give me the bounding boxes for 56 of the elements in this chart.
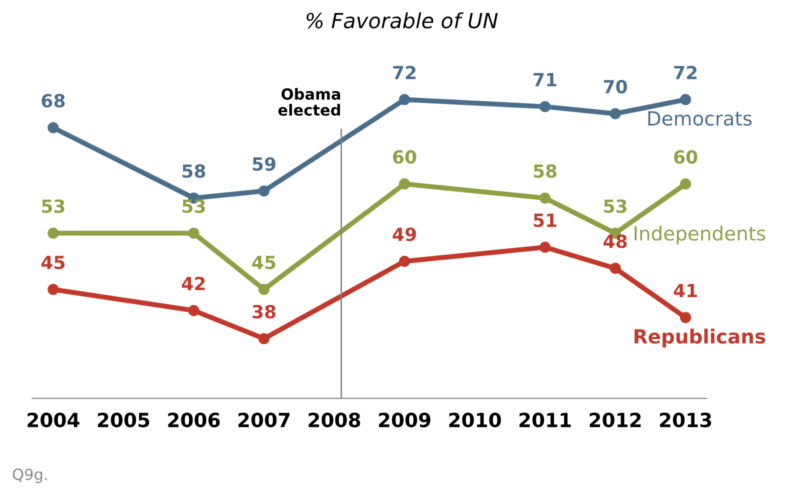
data-label: 60 [393, 150, 416, 164]
ref-line-label: Obama elected [278, 88, 340, 116]
data-label: 53 [182, 199, 205, 214]
data-label: 68 [42, 94, 65, 108]
x-tick-label: 2012 [590, 412, 641, 428]
data-label: 53 [42, 199, 64, 214]
point [398, 94, 410, 106]
point [48, 228, 59, 239]
point [258, 284, 270, 295]
point [680, 94, 692, 106]
series-label: Democrats [648, 111, 752, 126]
x-tick-label: 2008 [308, 412, 360, 428]
x-tick-label: 2006 [168, 412, 220, 428]
point [539, 242, 551, 253]
point [680, 178, 692, 190]
point [680, 312, 692, 324]
data-label: 72 [393, 66, 416, 80]
data-label: 58 [534, 164, 556, 178]
x-tick-label: 2007 [238, 412, 290, 428]
data-label: 70 [604, 80, 627, 94]
point [258, 185, 270, 197]
data-label: 41 [674, 284, 697, 298]
series-label: Republicans [634, 328, 766, 348]
data-label: 72 [674, 66, 697, 80]
data-label: 53 [604, 199, 626, 214]
point [539, 192, 551, 204]
x-tick-label: 2010 [449, 412, 501, 428]
point [539, 101, 551, 112]
point [188, 228, 200, 239]
data-label: 49 [392, 228, 416, 242]
data-label: 71 [534, 73, 556, 86]
data-label: 59 [252, 157, 276, 171]
point [188, 304, 200, 316]
x-tick-label: 2011 [520, 412, 571, 428]
data-label: 45 [41, 256, 64, 270]
data-label: 42 [182, 276, 205, 290]
point [610, 108, 621, 120]
data-label: 58 [182, 164, 206, 178]
x-tick-label: 2009 [378, 412, 430, 428]
series-label: Independents [634, 226, 766, 244]
data-label: 60 [674, 150, 698, 164]
data-label: 48 [604, 234, 627, 248]
data-label: 45 [252, 256, 276, 270]
chart-title: % Favorable of UN [306, 12, 498, 28]
point [398, 178, 410, 190]
point [610, 262, 621, 274]
x-tick-label: 2005 [98, 412, 150, 428]
point [48, 284, 59, 295]
x-tick-label: 2013 [660, 412, 712, 428]
data-label: 51 [534, 214, 556, 228]
point [48, 122, 59, 134]
point [258, 333, 270, 344]
x-tick-label: 2004 [28, 412, 80, 428]
text: Q9g. [12, 468, 47, 484]
point [398, 256, 410, 267]
data-label: 38 [252, 304, 276, 318]
